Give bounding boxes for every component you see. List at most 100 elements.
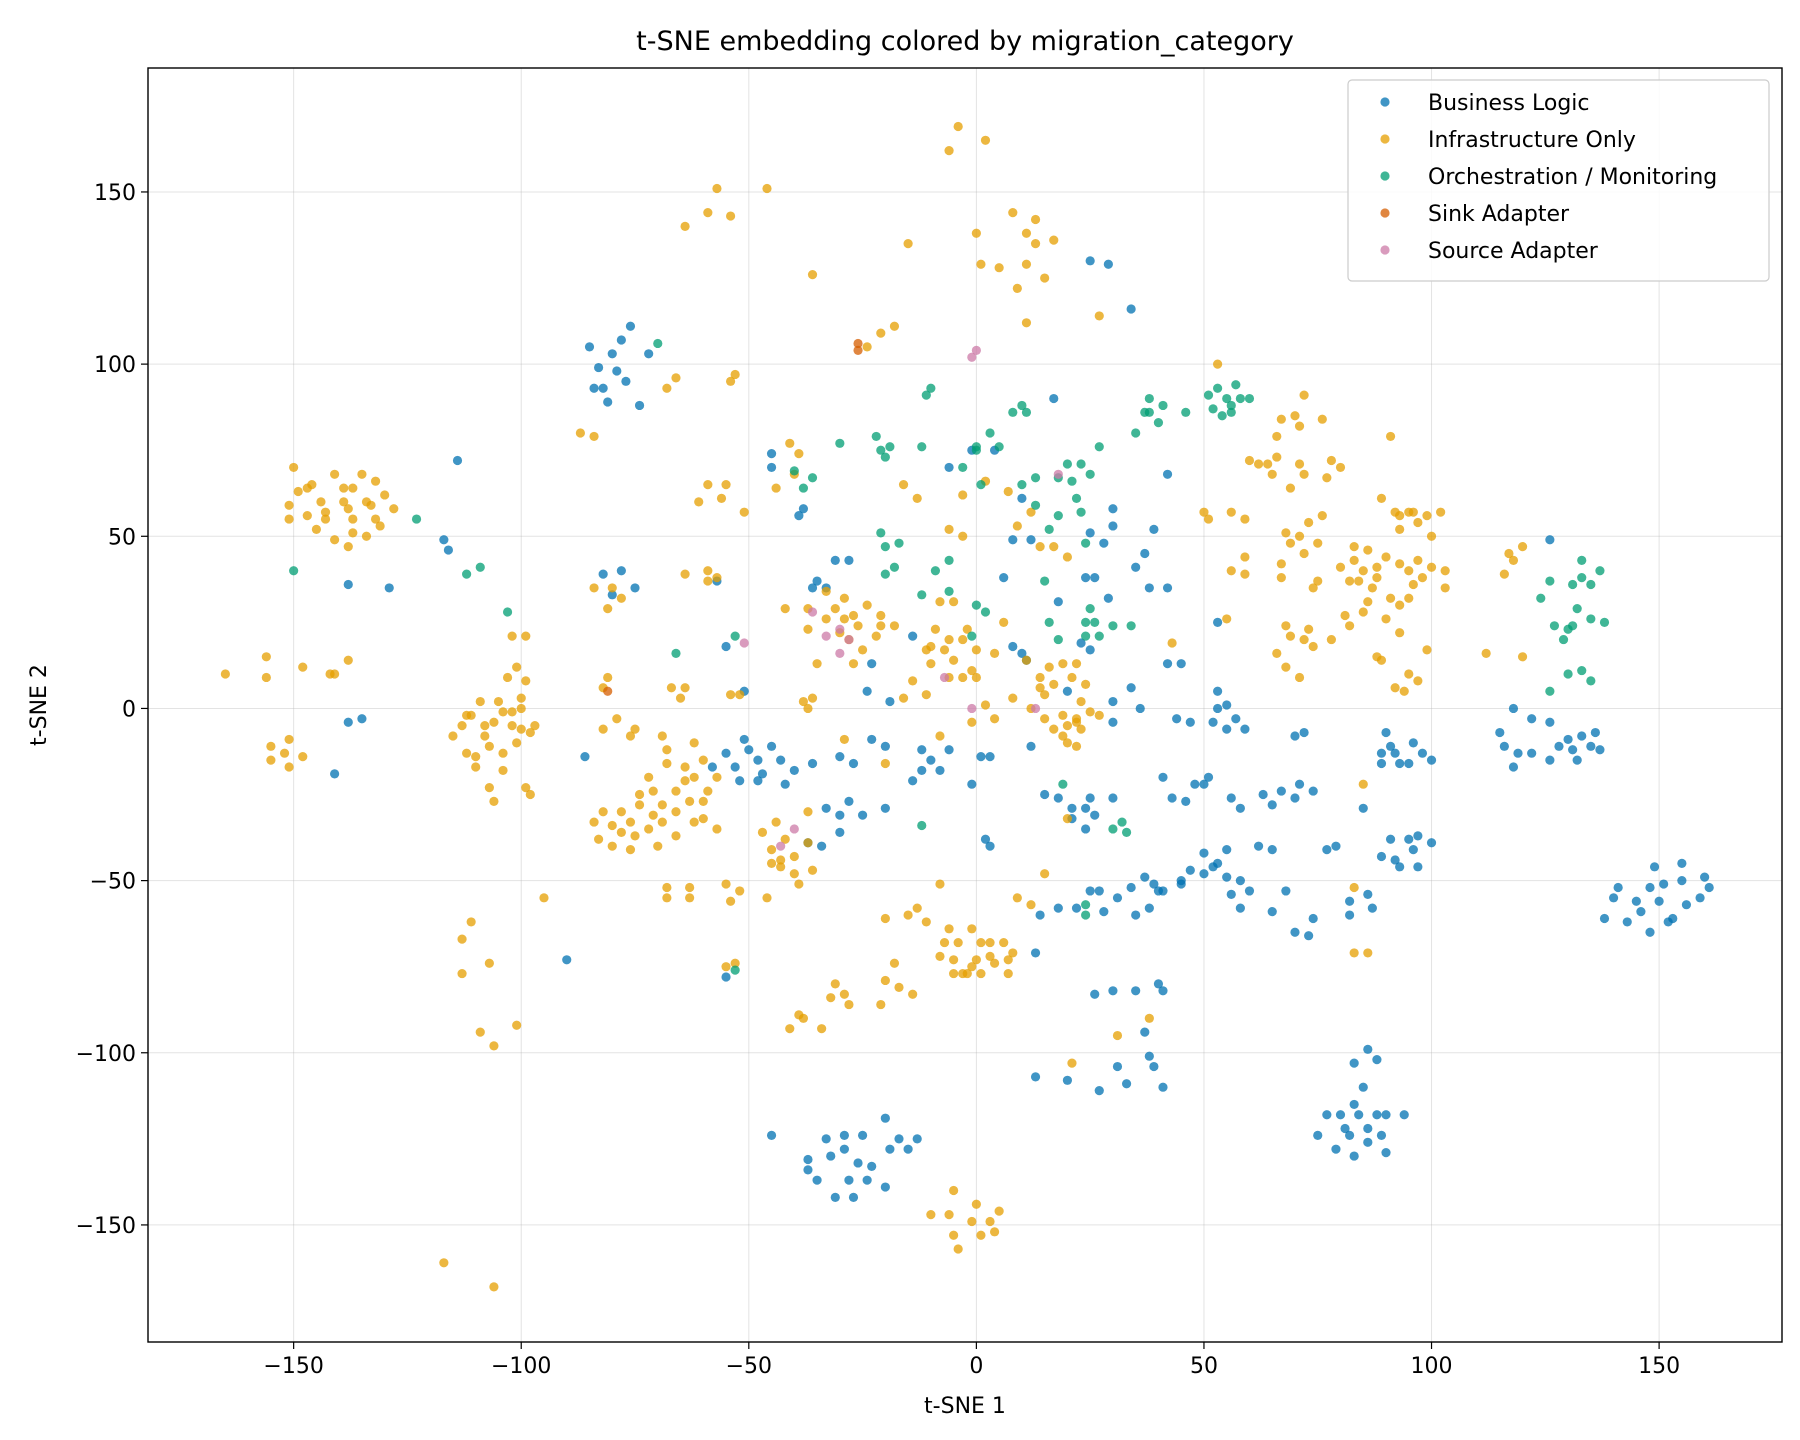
data-point [912,493,922,504]
data-point [1008,407,1018,417]
data-point [343,579,353,590]
data-point [807,607,818,617]
data-point [653,841,663,851]
data-point [1258,789,1268,800]
data-point [1144,903,1154,913]
data-point [1253,841,1264,851]
data-point [1235,903,1245,913]
data-point [912,1134,922,1144]
data-point [489,1041,499,1051]
data-point [794,449,804,459]
data-point [1290,411,1300,421]
data-point [926,659,936,669]
data-point [311,524,322,534]
data-point [730,965,740,975]
data-point [1040,576,1050,586]
data-point [862,686,872,696]
data-point [1354,1110,1364,1120]
data-point [953,1244,963,1254]
data-point [671,786,681,796]
data-point [862,600,872,610]
data-point [1376,748,1387,758]
data-point [985,428,995,438]
data-point [1003,968,1013,979]
data-point [1199,848,1209,858]
data-point [1663,917,1673,927]
data-point [853,621,863,631]
data-point [876,528,886,538]
data-point [1508,762,1519,772]
data-point [712,824,722,834]
data-point [1363,1137,1373,1147]
data-point [880,452,890,462]
data-point [330,469,340,479]
data-point [1144,393,1154,404]
data-point [1326,634,1336,645]
data-point [1345,1130,1355,1141]
data-point [380,490,390,500]
data-point [366,500,376,510]
data-point [1381,552,1391,562]
data-point [1053,469,1063,479]
data-point [1103,259,1113,269]
data-point [1385,431,1396,442]
data-point [1053,793,1063,803]
data-point [939,645,950,655]
data-point [1081,803,1091,813]
data-point [694,497,704,507]
data-point [525,727,535,738]
data-point [1099,538,1109,548]
data-point [930,624,941,634]
data-point [1103,593,1113,603]
data-point [1299,634,1309,645]
data-point [616,566,626,576]
y-tick-label: −100 [76,1042,136,1067]
data-point [630,724,640,734]
data-point [999,937,1009,948]
data-point [1349,948,1359,958]
data-point [985,841,995,851]
data-point [320,514,331,524]
data-point [1395,559,1405,569]
data-point [1108,621,1118,631]
data-point [498,765,508,776]
x-tick-label: −150 [263,1354,323,1379]
data-point [484,783,494,793]
data-point [507,631,517,641]
data-point [1017,400,1027,411]
data-point [917,442,927,452]
data-point [1413,555,1423,565]
data-point [1181,407,1191,417]
data-point [575,428,585,438]
data-point [867,659,877,669]
data-point [616,593,626,603]
data-point [1527,748,1537,758]
data-point [953,937,963,948]
data-point [1026,507,1036,517]
data-point [666,683,677,693]
data-point [1440,583,1450,593]
data-point [521,631,531,641]
data-point [484,958,494,968]
data-point [976,968,986,979]
y-tick-label: 50 [108,525,136,550]
data-point [1226,407,1236,417]
data-point [712,183,722,194]
data-point [598,569,608,579]
data-point [967,665,977,676]
data-point [411,514,422,524]
data-point [589,817,599,827]
legend-marker [1380,171,1390,181]
data-point [1577,555,1587,565]
data-point [1017,480,1027,490]
data-point [1208,404,1218,414]
data-point [662,882,672,893]
data-point [707,762,717,772]
data-point [261,672,271,683]
data-point [680,683,690,693]
data-point [730,958,740,968]
data-point [284,514,294,524]
data-point [703,566,713,576]
data-point [1390,855,1400,865]
data-point [1244,393,1255,404]
